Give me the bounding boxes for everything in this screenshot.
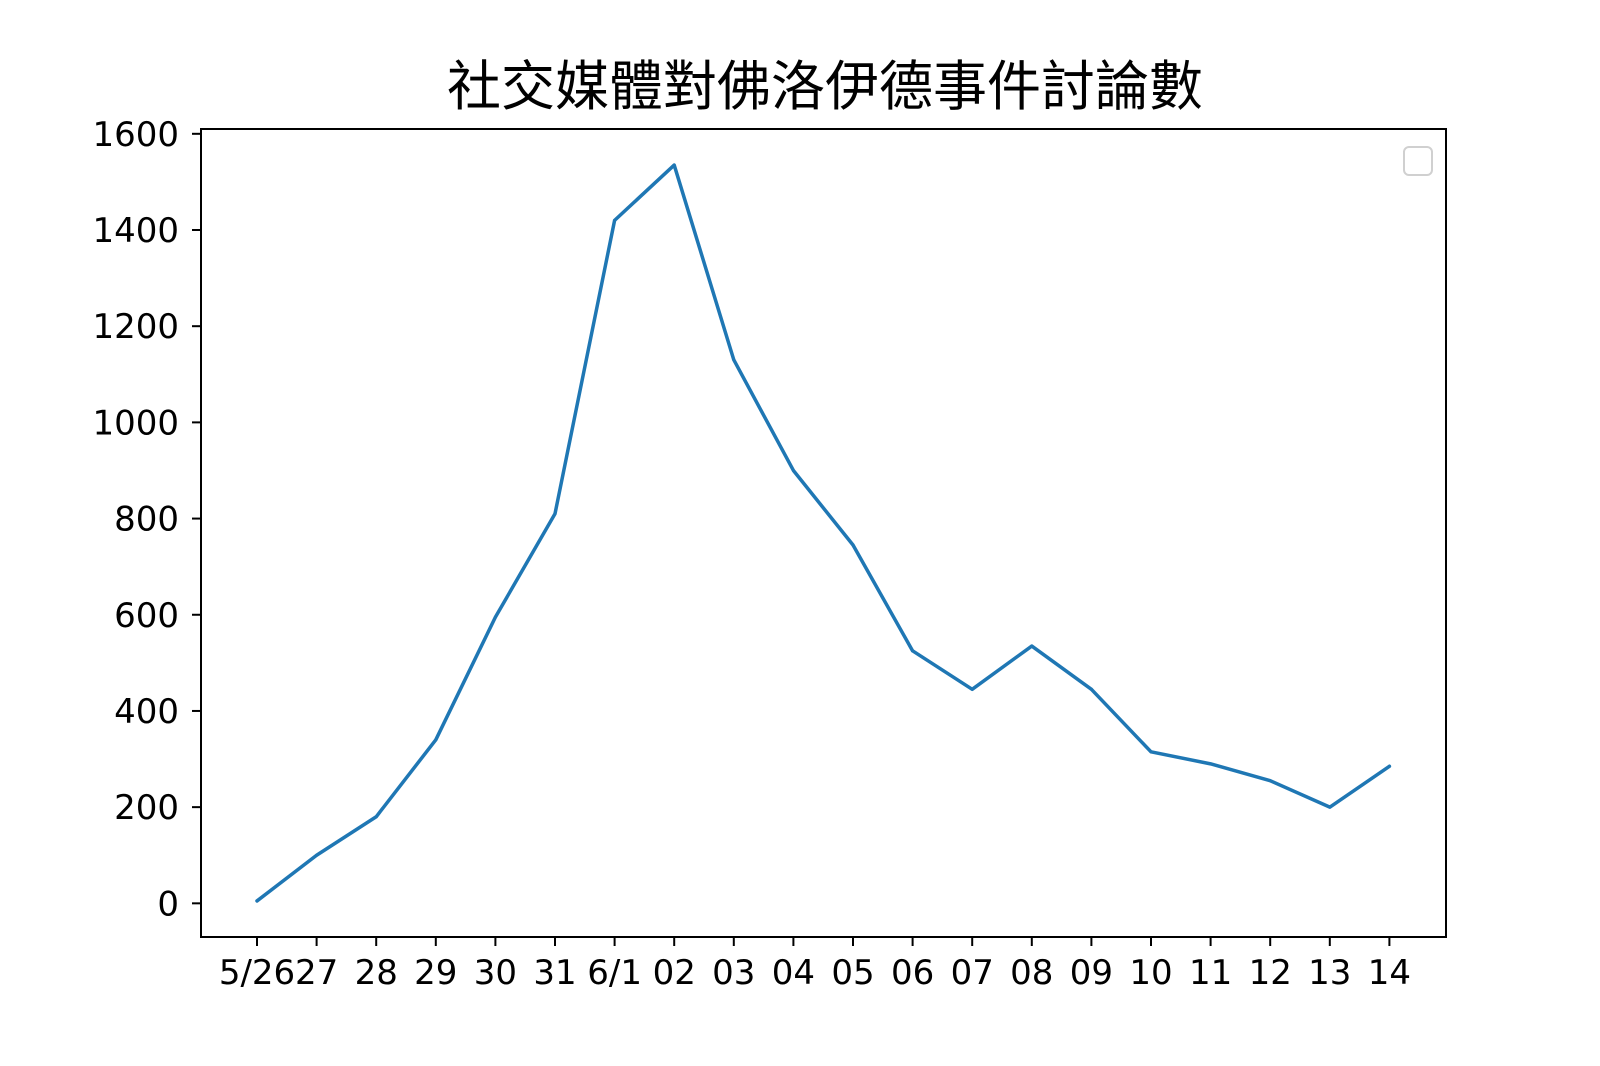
x-tick-label: 04 bbox=[772, 953, 815, 993]
y-tick-label: 1600 bbox=[92, 115, 179, 155]
data-point bbox=[434, 738, 438, 742]
axes-frame bbox=[200, 128, 1447, 938]
data-point bbox=[493, 615, 497, 619]
y-tick-label: 800 bbox=[114, 500, 179, 540]
data-point bbox=[732, 358, 736, 362]
x-tick-label: 6/1 bbox=[587, 953, 642, 993]
x-tick-label: 30 bbox=[474, 953, 517, 993]
x-tick-label: 09 bbox=[1070, 953, 1113, 993]
data-point bbox=[791, 468, 795, 472]
y-tick-label: 0 bbox=[157, 884, 179, 924]
data-point bbox=[672, 163, 676, 167]
x-tick-label: 5/26 bbox=[219, 953, 295, 993]
series-line bbox=[255, 163, 1392, 903]
x-tick-label: 14 bbox=[1368, 953, 1411, 993]
x-tick-label: 07 bbox=[951, 953, 994, 993]
data-point bbox=[613, 218, 617, 222]
data-point bbox=[374, 815, 378, 819]
data-point bbox=[911, 649, 915, 653]
data-point bbox=[1328, 805, 1332, 809]
y-tick-label: 600 bbox=[114, 596, 179, 636]
x-tick-label: 08 bbox=[1010, 953, 1053, 993]
x-tick-label: 28 bbox=[355, 953, 398, 993]
x-tick-label: 29 bbox=[414, 953, 457, 993]
data-point bbox=[553, 512, 557, 516]
data-point bbox=[1387, 764, 1391, 768]
data-point bbox=[1268, 779, 1272, 783]
data-point bbox=[1209, 762, 1213, 766]
x-tick-label: 06 bbox=[891, 953, 934, 993]
x-tick-label: 11 bbox=[1189, 953, 1232, 993]
data-point bbox=[255, 899, 259, 903]
x-tick-label: 03 bbox=[712, 953, 755, 993]
y-tick-label: 1000 bbox=[92, 403, 179, 443]
data-point bbox=[1089, 687, 1093, 691]
y-tick-label: 1200 bbox=[92, 307, 179, 347]
y-tick-label: 1400 bbox=[92, 211, 179, 251]
legend-box bbox=[1403, 146, 1433, 176]
x-tick-label: 10 bbox=[1129, 953, 1172, 993]
x-tick-label: 31 bbox=[533, 953, 576, 993]
x-tick-label: 13 bbox=[1308, 953, 1351, 993]
data-point bbox=[315, 853, 319, 857]
y-tick-label: 400 bbox=[114, 692, 179, 732]
x-tick-label: 12 bbox=[1249, 953, 1292, 993]
plot-area: 0 200 400 600 800 1000 1200 1400 1600 5/26 27 28 29 3… bbox=[92, 115, 1447, 993]
y-tick-label: 200 bbox=[114, 788, 179, 828]
data-point bbox=[970, 687, 974, 691]
chart-title: 社交媒體對佛洛伊德事件討論數 bbox=[447, 55, 1203, 118]
data-point bbox=[1149, 750, 1153, 754]
data-point bbox=[851, 543, 855, 547]
x-tick-label: 27 bbox=[295, 953, 338, 993]
data-point bbox=[1030, 644, 1034, 648]
x-tick-label: 05 bbox=[831, 953, 874, 993]
x-tick-label: 02 bbox=[653, 953, 696, 993]
